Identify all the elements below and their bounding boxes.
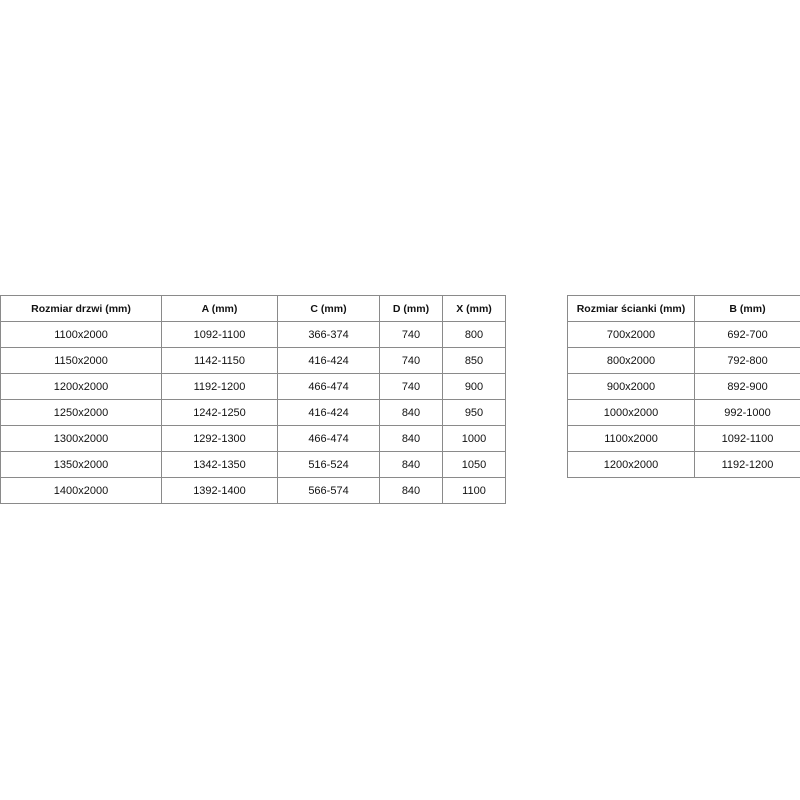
table-cell: 416-424 [277,399,380,426]
table-cell: 366-374 [277,321,380,348]
table-cell: 800x2000 [567,347,695,374]
table-cell: 466-474 [277,425,380,452]
table-cell: 850 [442,347,506,374]
table-row: 800x2000 792-800 [567,347,800,374]
table-cell: 950 [442,399,506,426]
table-cell: 1300x2000 [0,425,162,452]
table-cell: 900x2000 [567,373,695,400]
wall-size-table: Rozmiar ścianki (mm) B (mm) 700x2000 692-7… [567,295,800,478]
table-cell: 1142-1150 [161,347,278,374]
table-cell: 740 [379,321,443,348]
table-cell: 900 [442,373,506,400]
table-header-row: Rozmiar ścianki (mm) B (mm) [567,295,800,322]
table-row: 1200x2000 1192-1200 466-474 740 900 [0,373,506,400]
column-header: D (mm) [379,295,443,322]
column-header: X (mm) [442,295,506,322]
column-header: A (mm) [161,295,278,322]
table-cell: 1192-1200 [694,451,800,478]
table-cell: 1400x2000 [0,477,162,504]
table-cell: 700x2000 [567,321,695,348]
table-cell: 1000 [442,425,506,452]
table-row: 700x2000 692-700 [567,321,800,348]
table-cell: 566-574 [277,477,380,504]
table-row: 1400x2000 1392-1400 566-574 840 1100 [0,477,506,504]
table-cell: 516-524 [277,451,380,478]
table-cell: 692-700 [694,321,800,348]
table-row: 1200x2000 1192-1200 [567,451,800,478]
table-row: 1150x2000 1142-1150 416-424 740 850 [0,347,506,374]
table-cell: 792-800 [694,347,800,374]
table-cell: 1100x2000 [567,425,695,452]
table-row: 1250x2000 1242-1250 416-424 840 950 [0,399,506,426]
table-row: 1000x2000 992-1000 [567,399,800,426]
table-row: 1100x2000 1092-1100 [567,425,800,452]
table-cell: 840 [379,477,443,504]
table-cell: 1192-1200 [161,373,278,400]
table-cell: 1392-1400 [161,477,278,504]
table-cell: 1092-1100 [161,321,278,348]
table-cell: 892-900 [694,373,800,400]
column-header: Rozmiar ścianki (mm) [567,295,695,322]
column-header: C (mm) [277,295,380,322]
table-cell: 740 [379,347,443,374]
table-cell: 1292-1300 [161,425,278,452]
table-cell: 992-1000 [694,399,800,426]
table-cell: 1050 [442,451,506,478]
table-cell: 1000x2000 [567,399,695,426]
table-cell: 740 [379,373,443,400]
table-cell: 1200x2000 [0,373,162,400]
table-cell: 1250x2000 [0,399,162,426]
table-cell: 1100 [442,477,506,504]
table-row: 1350x2000 1342-1350 516-524 840 1050 [0,451,506,478]
table-cell: 1150x2000 [0,347,162,374]
table-cell: 1242-1250 [161,399,278,426]
table-cell: 800 [442,321,506,348]
table-cell: 1342-1350 [161,451,278,478]
table-cell: 1092-1100 [694,425,800,452]
table-cell: 1200x2000 [567,451,695,478]
table-cell: 466-474 [277,373,380,400]
column-header: Rozmiar drzwi (mm) [0,295,162,322]
table-row: 1300x2000 1292-1300 466-474 840 1000 [0,425,506,452]
column-header: B (mm) [694,295,800,322]
table-row: 1100x2000 1092-1100 366-374 740 800 [0,321,506,348]
door-size-table: Rozmiar drzwi (mm) A (mm) C (mm) D (mm) X (m… [0,295,506,504]
table-cell: 840 [379,425,443,452]
table-cell: 840 [379,399,443,426]
table-header-row: Rozmiar drzwi (mm) A (mm) C (mm) D (mm) X (m… [0,295,506,322]
table-cell: 1100x2000 [0,321,162,348]
table-cell: 1350x2000 [0,451,162,478]
table-cell: 416-424 [277,347,380,374]
table-row: 900x2000 892-900 [567,373,800,400]
table-cell: 840 [379,451,443,478]
